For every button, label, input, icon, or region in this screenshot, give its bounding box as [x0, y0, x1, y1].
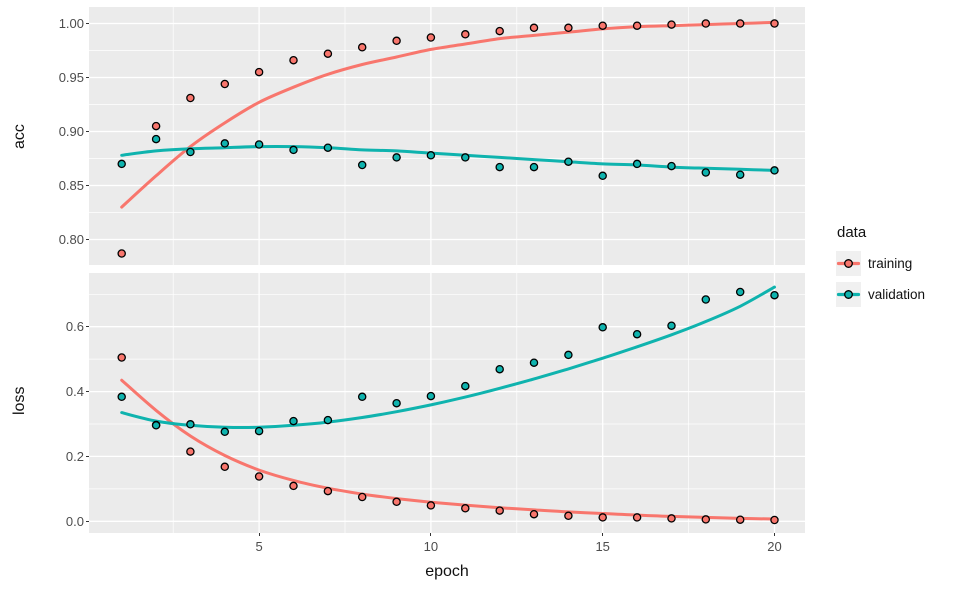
y-tick-label-loss: 0.6 [65, 319, 84, 335]
points-training-acc [117, 19, 779, 258]
y-tick-label-acc: 0.85 [58, 178, 84, 193]
x-tick-mark [602, 533, 604, 536]
points-validation-loss [117, 287, 779, 437]
y-tick-mark [85, 184, 89, 187]
points-validation-acc [117, 134, 779, 181]
y-tick-label-acc: 0.80 [58, 232, 84, 247]
training-series-key-icon [836, 251, 861, 276]
y-tick-mark [85, 130, 89, 133]
y-tick-label-acc: 0.95 [58, 70, 84, 85]
y-tick-label-acc: 1.00 [58, 16, 84, 31]
y-tick-label-loss: 0.0 [65, 513, 84, 529]
validation-series-key-icon [836, 282, 861, 307]
y-tick-mark [85, 22, 89, 25]
y-tick-label-loss: 0.2 [65, 448, 84, 464]
x-axis-title: epoch [425, 563, 469, 580]
y-tick-mark [85, 76, 89, 79]
x-tick-label: 20 [767, 539, 782, 554]
legend: data training validation [836, 224, 956, 313]
plot-area-loss [89, 273, 805, 533]
y-tick-mark [85, 326, 89, 328]
y-tick-label-loss: 0.4 [65, 384, 84, 400]
y-tick-mark [85, 455, 89, 457]
facet-panel-acc [89, 7, 805, 265]
minor-gridlines [89, 273, 805, 533]
legend-label-validation: validation [868, 287, 926, 302]
smooth-line-validation-loss [120, 285, 776, 429]
major-gridlines [89, 7, 805, 265]
legend-entry-validation: validation [836, 282, 956, 307]
x-tick-mark [258, 533, 260, 536]
y-tick-label-acc: 0.90 [58, 124, 84, 139]
validation-key-glyph [836, 290, 861, 299]
y-tick-mark [85, 391, 89, 393]
y-tick-mark [85, 520, 89, 522]
major-gridlines [89, 273, 805, 533]
x-tick-mark [430, 533, 432, 536]
training-key-glyph [836, 259, 861, 268]
minor-gridlines [89, 7, 805, 265]
x-tick-label: 15 [595, 539, 610, 554]
legend-label-training: training [868, 256, 913, 271]
y-tick-mark [85, 238, 89, 241]
x-tick-mark [773, 533, 776, 536]
legend-entry-training: training [836, 251, 956, 276]
facet-panel-loss [89, 273, 805, 533]
plot-area-acc [89, 7, 805, 265]
x-tick-label: 5 [255, 539, 263, 554]
x-tick-label: 10 [423, 539, 439, 554]
legend-title: data [837, 224, 867, 241]
